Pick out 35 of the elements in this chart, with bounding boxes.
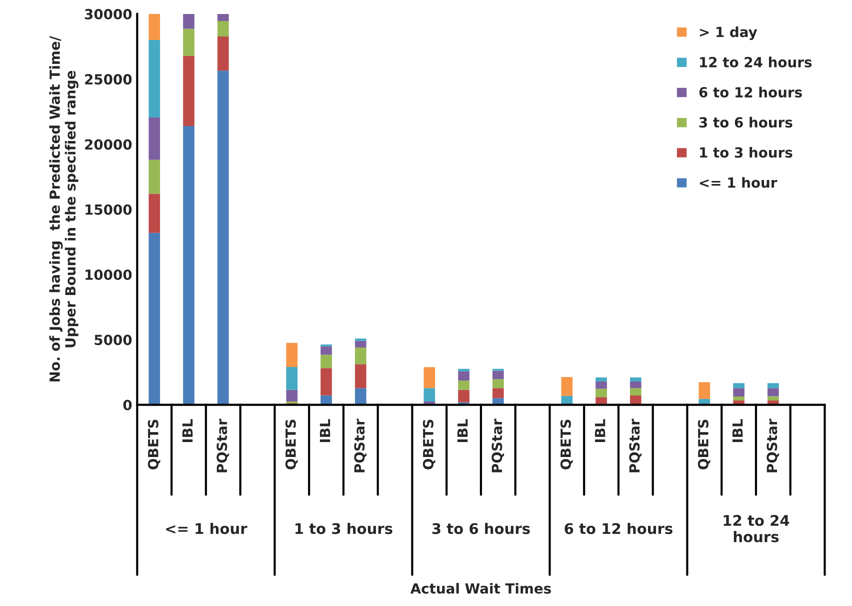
legend-label: <= 1 hour: [700, 177, 778, 188]
y-tick-label: 0: [123, 400, 132, 410]
x-tick-label: QBETS: [422, 420, 436, 470]
x-tick-label: QBETS: [148, 420, 160, 470]
legend-label: 3 to 6 hours: [699, 116, 792, 128]
y-tick-label: 10000: [86, 269, 132, 280]
y-tick-label: 20000: [85, 139, 132, 150]
legend-label: 6 to 12 hours: [699, 86, 802, 98]
text: 6 to 12 hours: [564, 522, 672, 534]
legend-label: > 1 day: [700, 26, 758, 40]
text: 12 to 24 hours: [724, 514, 790, 542]
text: <= 1 hour: [166, 522, 248, 534]
x-tick-label: QBETS: [698, 420, 710, 470]
x-tick-label: IBL: [594, 419, 606, 442]
x-tick-label: PQStar: [354, 418, 366, 472]
legend-label: 1 to 3 hours: [700, 146, 792, 158]
text: 1 to 3 hours: [296, 522, 392, 534]
x-tick-label: QBETS: [560, 420, 573, 470]
x-tick-label: PQStar: [629, 418, 642, 472]
x-tick-label: IBL: [732, 419, 743, 442]
y-tick-label: 25000: [85, 74, 132, 85]
y-tick-label: 15000: [86, 204, 132, 215]
x-tick-label: IBL: [320, 419, 330, 442]
x-tick-label: PQStar: [766, 418, 780, 472]
x-tick-label: PQStar: [216, 418, 229, 472]
text: Actual Wait Times: [410, 582, 551, 594]
y-axis-title: No. of Jobs having the Predicted Wait Time/ Upper Bound in the specified range: [49, 36, 78, 382]
y-tick-label: 30000: [84, 8, 132, 20]
x-tick-label: PQStar: [492, 418, 504, 472]
text: 3 to 6 hours: [432, 522, 530, 534]
x-tick-label: IBL: [182, 419, 193, 442]
x-tick-label: QBETS: [285, 420, 298, 470]
legend-label: 12 to 24 hours: [700, 56, 812, 68]
y-tick-label: 5000: [94, 334, 132, 346]
x-tick-label: IBL: [457, 419, 468, 442]
